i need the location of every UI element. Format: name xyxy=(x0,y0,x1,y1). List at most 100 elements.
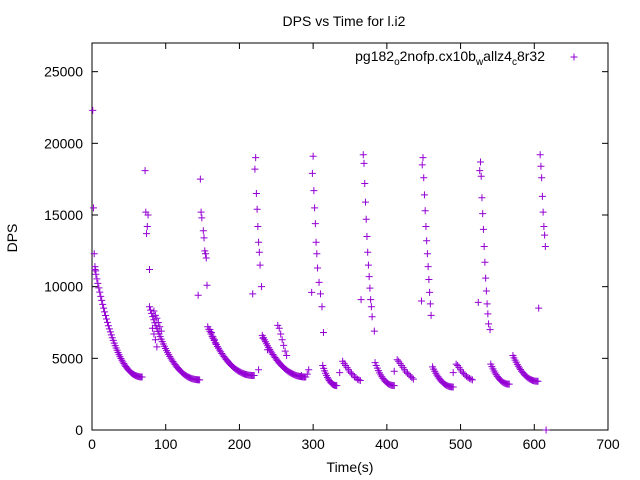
data-point xyxy=(449,369,457,377)
data-point xyxy=(409,375,417,383)
data-point xyxy=(424,263,432,271)
data-point xyxy=(194,291,202,299)
axes: 0 100 200 300 400 500 600 700 0 5000 10000 15000 200… xyxy=(44,42,620,452)
data-point xyxy=(255,238,263,246)
data-point xyxy=(94,279,102,287)
data-point xyxy=(207,329,215,337)
data-point xyxy=(274,321,282,329)
data-point xyxy=(313,250,321,258)
data-point xyxy=(105,325,113,333)
data-point xyxy=(534,377,542,385)
y-tick-label: 20000 xyxy=(44,135,83,151)
data-point xyxy=(367,296,375,304)
data-point xyxy=(89,204,97,212)
data-point xyxy=(97,292,105,300)
legend-subscript: o xyxy=(394,57,400,68)
data-point xyxy=(483,300,491,308)
data-point xyxy=(202,250,210,258)
legend-text-part: pg182 xyxy=(355,48,394,64)
y-tick-label: 5000 xyxy=(52,350,83,366)
data-point xyxy=(481,258,489,266)
data-point xyxy=(421,207,429,215)
data-point xyxy=(300,373,308,381)
y-tick-label: 10000 xyxy=(44,279,83,295)
data-point xyxy=(150,307,158,315)
data-point xyxy=(251,165,259,173)
data-point xyxy=(541,243,549,251)
data-point xyxy=(347,369,355,377)
data-point xyxy=(390,382,398,390)
data-point xyxy=(250,372,258,380)
data-point xyxy=(482,287,490,295)
data-point xyxy=(357,296,365,304)
data-point xyxy=(283,351,291,359)
data-point xyxy=(486,326,494,334)
legend: pg182o2nofp.cx10bwallz4c8r32 xyxy=(355,48,578,68)
data-point xyxy=(393,356,401,364)
data-point xyxy=(154,319,162,326)
data-point xyxy=(402,368,410,376)
legend-text-part: 2nofp.cx10b xyxy=(400,48,476,64)
data-point xyxy=(278,336,286,344)
data-point xyxy=(254,222,262,230)
data-point xyxy=(479,225,487,233)
data-point xyxy=(467,375,475,383)
data-point xyxy=(538,174,546,182)
data-point xyxy=(275,324,283,332)
data-point xyxy=(535,304,543,312)
legend-subscript: c xyxy=(512,57,517,68)
chart-title: DPS vs Time for l.i2 xyxy=(283,13,406,29)
data-point xyxy=(478,194,486,202)
legend-series-label: pg182o2nofp.cx10bwallz4c8r32 xyxy=(355,48,545,68)
data-point xyxy=(100,304,108,312)
legend-subscript: w xyxy=(475,57,484,68)
legend-text-part: allz4 xyxy=(483,48,512,64)
data-point xyxy=(362,215,370,223)
data-point xyxy=(367,303,375,311)
data-point xyxy=(157,327,165,335)
data-point xyxy=(418,161,426,169)
y-tick-label: 0 xyxy=(75,422,83,438)
data-point xyxy=(423,250,431,258)
data-point xyxy=(406,372,414,380)
data-point xyxy=(468,376,476,384)
data-point xyxy=(353,375,361,383)
data-point xyxy=(465,374,473,382)
data-point xyxy=(151,336,159,344)
data-point xyxy=(474,298,482,306)
data-point xyxy=(144,211,152,219)
y-tick-label: 15000 xyxy=(44,207,83,223)
data-point xyxy=(403,369,411,377)
data-point xyxy=(103,318,111,326)
data-point xyxy=(315,278,323,286)
data-point xyxy=(538,192,546,200)
y-tick-label: 25000 xyxy=(44,64,83,80)
data-point xyxy=(203,281,211,289)
data-point xyxy=(426,300,434,308)
data-point xyxy=(103,315,111,323)
data-point xyxy=(258,283,266,291)
data-point xyxy=(150,316,158,324)
data-point xyxy=(420,174,428,182)
data-point xyxy=(363,233,371,240)
data-point xyxy=(355,376,363,384)
data-point xyxy=(93,275,101,283)
data-point xyxy=(318,303,326,311)
data-point xyxy=(464,374,472,382)
legend-marker xyxy=(570,53,578,61)
data-point xyxy=(308,169,316,177)
data-point xyxy=(151,311,159,319)
data-point xyxy=(427,311,435,319)
data-point xyxy=(281,347,289,355)
data-point xyxy=(89,106,97,114)
data-point xyxy=(539,208,547,216)
data-point xyxy=(196,376,204,384)
data-point xyxy=(361,179,369,187)
data-point xyxy=(419,154,427,162)
data-point xyxy=(196,175,204,183)
data-point xyxy=(263,346,271,354)
data-point xyxy=(277,330,285,338)
data-point xyxy=(317,290,325,298)
